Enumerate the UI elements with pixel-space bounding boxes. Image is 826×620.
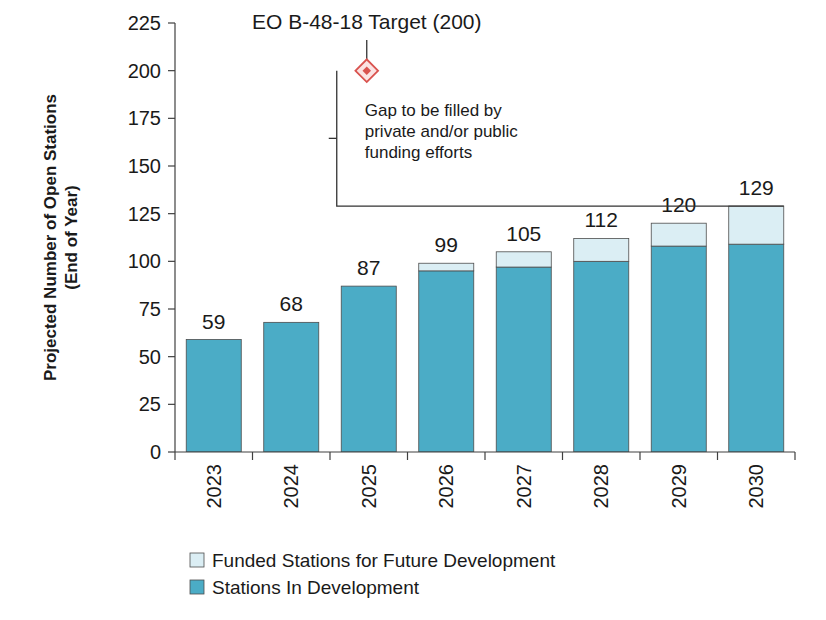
y-tick-label: 175 (128, 107, 161, 129)
total-label: 68 (280, 292, 303, 315)
y-tick-label: 0 (150, 441, 161, 463)
gap-annotation: Gap to be filled by (365, 101, 503, 120)
legend-swatch (190, 553, 204, 567)
y-tick (168, 70, 175, 71)
legend-label: Funded Stations for Future Development (212, 550, 556, 571)
total-label: 129 (739, 176, 774, 199)
x-tick (794, 452, 795, 460)
y-tick-label: 125 (128, 203, 161, 225)
bar-segment (496, 252, 551, 267)
total-label: 87 (357, 256, 380, 279)
bar-segment (341, 286, 396, 287)
x-tick (252, 452, 253, 460)
chart: 0 25 50 75 100 125 150 175 200 225 2023 2024 2025 202… (0, 0, 826, 620)
total-label: 120 (661, 193, 696, 216)
y-tick (168, 404, 175, 405)
y-tick-label: 150 (128, 155, 161, 177)
bar-segment (651, 223, 706, 246)
bars (186, 206, 784, 452)
bar-segment (729, 206, 784, 244)
x-tick-label: 2023 (203, 464, 225, 509)
gap-annotation: funding efforts (365, 143, 472, 162)
x-tick (717, 452, 718, 460)
gap-bracket-tick (329, 138, 337, 139)
x-tick (407, 452, 408, 460)
y-tick (168, 451, 175, 452)
y-tick-label: 100 (128, 250, 161, 272)
bar-segment (341, 286, 396, 452)
total-label: 99 (435, 233, 458, 256)
y-axis-label-line: Projected Number of Open Stations (41, 94, 60, 381)
legend: Funded Stations for Future Development St… (190, 550, 556, 598)
x-tick-label: 2028 (590, 464, 612, 509)
target-marker-core (363, 66, 371, 74)
x-tick (174, 452, 175, 460)
y-tick-label: 75 (139, 298, 161, 320)
y-tick (168, 22, 175, 23)
x-tick-label: 2026 (435, 464, 457, 509)
bar-segment (186, 340, 241, 452)
x-tick (639, 452, 640, 460)
bar-segment (419, 263, 474, 271)
y-tick (168, 261, 175, 262)
x-tick-label: 2025 (358, 464, 380, 509)
x-tick (484, 452, 485, 460)
target-marker (355, 59, 378, 82)
y-tick (168, 213, 175, 214)
bar-segment (651, 246, 706, 452)
bar-segment (496, 267, 551, 452)
target-leader (366, 40, 367, 61)
y-tick (168, 165, 175, 166)
y-tick-label: 50 (139, 346, 161, 368)
bar-segment (574, 261, 629, 452)
y-tick (168, 118, 175, 119)
y-tick (168, 356, 175, 357)
bar-segment (264, 322, 319, 323)
y-tick (168, 308, 175, 309)
x-tick-label: 2027 (513, 464, 535, 509)
gap-annotation: private and/or public (365, 122, 519, 141)
bar-segment (574, 238, 629, 261)
x-tick (329, 452, 330, 460)
x-tick-label: 2030 (745, 464, 767, 509)
y-axis-label-line: (End of Year) (62, 185, 81, 290)
legend-swatch (190, 580, 204, 594)
y-axis (174, 23, 175, 452)
target-label: EO B-48-18 Target (200) (252, 10, 482, 33)
gap-bracket (337, 71, 784, 206)
y-axis-label: Projected Number of Open Stations(End of… (41, 94, 81, 381)
total-label: 59 (202, 310, 225, 333)
y-tick-label: 25 (139, 393, 161, 415)
total-label: 105 (506, 222, 541, 245)
total-label: 112 (585, 208, 618, 231)
bar-segment (186, 339, 241, 340)
x-tick-label: 2029 (668, 464, 690, 509)
bar-segment (264, 322, 319, 452)
y-tick-label: 200 (128, 60, 161, 82)
x-tick (562, 452, 563, 460)
x-tick-label: 2024 (280, 464, 302, 509)
bar-segment (729, 244, 784, 452)
y-tick-label: 225 (128, 12, 161, 34)
bar-segment (419, 271, 474, 452)
legend-label: Stations In Development (212, 577, 420, 598)
